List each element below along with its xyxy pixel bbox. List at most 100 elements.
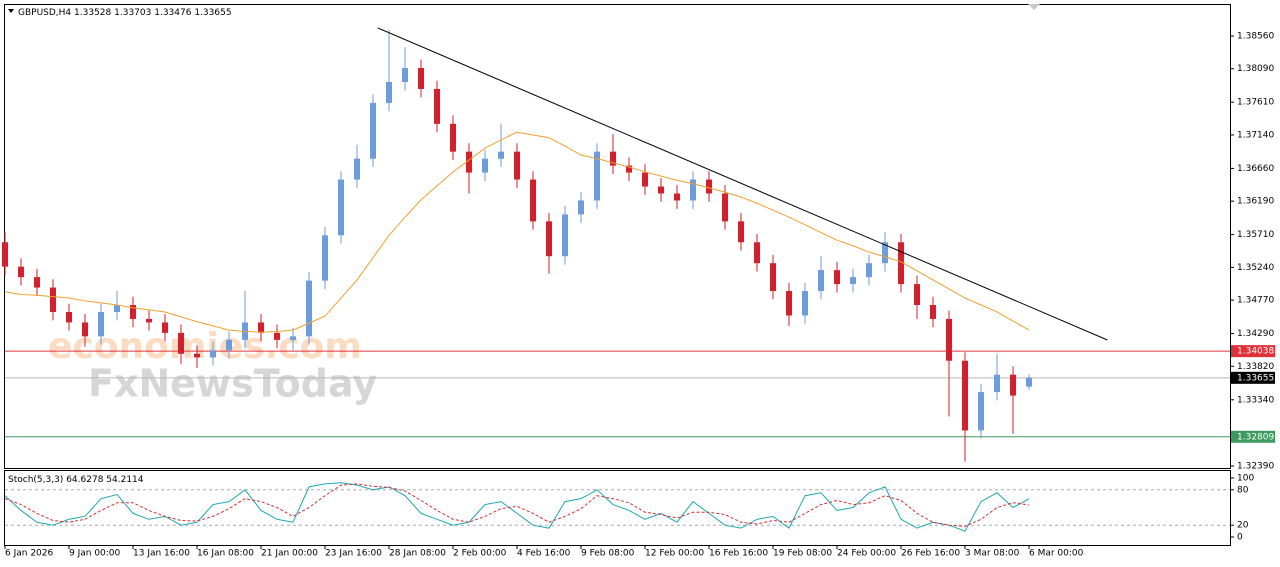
- price-label-box: [1231, 430, 1275, 443]
- candle-body: [978, 392, 984, 431]
- candle-body: [882, 242, 888, 264]
- candle-body: [98, 311, 104, 337]
- header-value: 64.6278: [66, 475, 103, 485]
- candle-body: [146, 318, 152, 323]
- y-tick-label: 80: [1237, 485, 1249, 495]
- candle-body: [274, 332, 280, 340]
- y-tick-label: 100: [1237, 474, 1254, 484]
- y-tick-label: 1.33820: [1237, 362, 1274, 372]
- x-tick-label: 16 Feb 16:00: [709, 549, 768, 559]
- candle-body: [658, 186, 664, 194]
- x-tick-label: 2 Feb 00:00: [453, 549, 507, 559]
- trendline: [377, 27, 1108, 341]
- candle-body: [258, 322, 264, 333]
- candle-body: [754, 242, 760, 264]
- y-tick-label: 1.33340: [1237, 395, 1274, 405]
- candle-body: [306, 280, 312, 337]
- candle-body: [946, 318, 952, 361]
- x-tick-label: 23 Jan 16:00: [325, 549, 382, 559]
- y-tick-label: 1.34770: [1237, 296, 1274, 306]
- candle-body: [674, 193, 680, 201]
- x-tick-label: 16 Jan 08:00: [197, 549, 254, 559]
- y-tick-label: 1.34290: [1237, 329, 1274, 339]
- stoch-header: Stoch(5,3,3) 64.6278 54.2114: [8, 475, 144, 485]
- price-label: 1.34038: [1237, 347, 1274, 357]
- header-value: 1.33655: [194, 8, 231, 18]
- stoch-line: [4, 482, 1030, 532]
- candle-body: [802, 291, 808, 316]
- x-tick-label: 9 Feb 08:00: [581, 549, 635, 559]
- candle-body: [466, 151, 472, 173]
- x-tick-label: 13 Jan 16:00: [133, 549, 190, 559]
- symbol: GBPUSD,H4: [18, 8, 71, 18]
- x-tick-label: 4 Feb 16:00: [517, 549, 571, 559]
- header-value: 1.33703: [114, 8, 151, 18]
- candle-body: [354, 158, 360, 180]
- candle-body: [994, 374, 1000, 393]
- candle-body: [50, 287, 56, 312]
- x-tick-label: 26 Feb 16:00: [901, 549, 960, 559]
- shift-marker: [1028, 4, 1040, 10]
- candle-body: [194, 353, 200, 358]
- candle-body: [130, 304, 136, 319]
- candle-body: [578, 200, 584, 215]
- candle-body: [482, 158, 488, 173]
- candle-body: [18, 266, 24, 278]
- header-value: 1.33528: [74, 8, 111, 18]
- candle-body: [34, 277, 40, 288]
- candle-body: [610, 151, 616, 166]
- candle-body: [706, 179, 712, 194]
- candle-body: [786, 291, 792, 316]
- price-label: 1.33655: [1237, 373, 1274, 383]
- candle-body: [450, 123, 456, 152]
- x-tick-label: 28 Jan 08:00: [389, 549, 446, 559]
- candle-body: [66, 311, 72, 323]
- candle-body: [594, 151, 600, 201]
- candle-body: [322, 235, 328, 281]
- x-tick-label: 6 Mar 00:00: [1029, 549, 1084, 559]
- candle-body: [386, 81, 392, 103]
- candle-body: [114, 304, 120, 312]
- candle-body: [338, 179, 344, 236]
- y-tick-label: 1.38090: [1237, 64, 1274, 74]
- candle-body: [178, 332, 184, 354]
- candle-body: [1010, 374, 1016, 396]
- menu-arrow: [8, 9, 14, 13]
- price-label-box: [1231, 345, 1275, 358]
- candle-body: [402, 68, 408, 82]
- x-tick-label: 19 Feb 08:00: [773, 549, 832, 559]
- x-tick-label: 24 Feb 00:00: [837, 549, 896, 559]
- y-tick-label: 1.35710: [1237, 230, 1274, 240]
- candle-body: [962, 360, 968, 431]
- candle-body: [514, 151, 520, 180]
- y-tick-label: 1.36190: [1237, 197, 1274, 207]
- header-value: 54.2114: [106, 475, 143, 485]
- candle-body: [562, 214, 568, 257]
- candle-body: [162, 322, 168, 333]
- indicator: Stoch(5,3,3): [8, 475, 63, 485]
- header: GBPUSD,H4 1.33528 1.33703 1.33476 1.3365…: [18, 8, 232, 18]
- candle-body: [898, 242, 904, 285]
- candle-body: [818, 270, 824, 292]
- stoch-line: [4, 483, 1030, 527]
- y-tick-label: 1.36660: [1237, 164, 1274, 174]
- x-tick-label: 3 Mar 08:00: [965, 549, 1020, 559]
- candle-body: [834, 270, 840, 285]
- x-tick-label: 9 Jan 00:00: [69, 549, 121, 559]
- y-tick-label: 1.37610: [1237, 98, 1274, 108]
- candle-body: [2, 242, 8, 267]
- candle-body: [866, 263, 872, 278]
- candle-body: [290, 336, 296, 340]
- candle-body: [210, 350, 216, 358]
- candle-body: [626, 165, 632, 173]
- y-tick-label: 1.32390: [1237, 461, 1274, 471]
- header-value: 1.33476: [154, 8, 191, 18]
- candle-body: [370, 102, 376, 159]
- candle-body: [418, 68, 424, 89]
- moving-average: [4, 131, 1030, 333]
- candle-body: [914, 284, 920, 305]
- candle-body: [226, 339, 232, 351]
- candle-body: [738, 221, 744, 243]
